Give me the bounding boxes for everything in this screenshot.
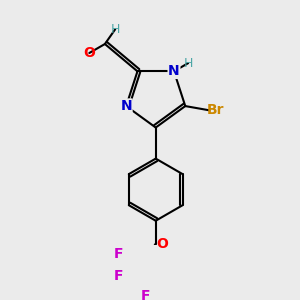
Text: O: O: [83, 46, 95, 60]
Text: H: H: [110, 23, 120, 36]
Text: N: N: [120, 99, 132, 113]
Text: F: F: [114, 269, 124, 283]
Text: N: N: [168, 64, 180, 78]
Text: H: H: [184, 57, 193, 70]
Text: O: O: [156, 237, 168, 250]
Text: Br: Br: [207, 103, 225, 117]
Text: F: F: [114, 247, 124, 261]
Text: F: F: [140, 289, 150, 300]
